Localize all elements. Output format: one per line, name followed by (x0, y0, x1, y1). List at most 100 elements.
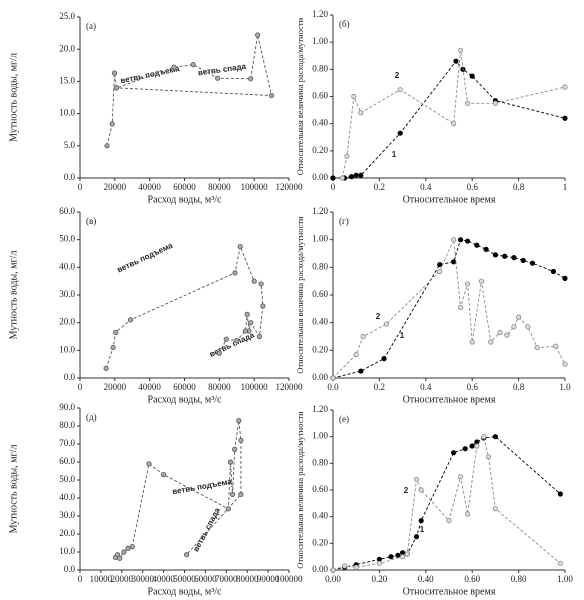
y-tick-label: 30.0 (59, 289, 75, 299)
data-point (227, 459, 234, 465)
y-tick-label: 90.0 (59, 402, 75, 412)
y-tick-label: 0.00 (312, 564, 328, 574)
data-point (214, 75, 221, 81)
series-line (332, 239, 566, 379)
y-tick-label: 1.20 (312, 9, 328, 19)
data-point (113, 329, 119, 335)
x-axis-title: Относительное время (403, 194, 496, 205)
data-point (457, 304, 464, 311)
annotation: ветвь подъема (116, 241, 175, 275)
y-tick-label: 0.80 (312, 63, 328, 73)
data-point (451, 450, 457, 456)
data-point (358, 172, 364, 178)
x-tick-label: 1 (563, 182, 568, 192)
y-axis-title: Относительная величина расхода/мутности (295, 216, 305, 374)
data-point (344, 153, 350, 159)
data-point (341, 563, 348, 569)
data-point (464, 100, 471, 106)
data-point (464, 238, 471, 244)
y-axis-title: Относительная величина расхода/мутности (295, 17, 305, 175)
data-point (462, 446, 468, 452)
data-point (260, 303, 266, 309)
panel-label: (а) (86, 21, 96, 31)
data-point (358, 368, 364, 374)
x-tick-label: 80000 (208, 182, 231, 192)
x-tick-label: 10000 (90, 574, 113, 584)
series-line (332, 436, 561, 571)
x-axis-title: Относительное время (403, 586, 496, 597)
x-tick-label: 0.6 (467, 382, 479, 392)
data-point (562, 275, 568, 281)
data-point (437, 268, 443, 275)
data-point (453, 58, 459, 64)
data-point (360, 333, 366, 340)
data-point (248, 76, 254, 82)
data-point (383, 321, 389, 327)
x-tick-label: 40000 (152, 574, 175, 584)
data-point (351, 93, 357, 100)
data-point (339, 175, 345, 181)
x-tick-label: 60000 (194, 574, 217, 584)
panel-label: (в) (86, 216, 96, 226)
data-point (255, 32, 261, 38)
data-point (111, 70, 118, 76)
y-tick-label: 0.80 (312, 261, 328, 271)
data-point (464, 511, 471, 517)
x-tick-label: 50000 (173, 574, 196, 584)
annotation: ветвь спада (208, 330, 256, 359)
x-tick-label: 0.4 (420, 382, 432, 392)
data-point (497, 329, 503, 335)
x-tick-label: 0.2 (374, 382, 385, 392)
data-point (399, 554, 406, 560)
data-point (236, 417, 242, 424)
y-tick-label: 0.60 (312, 91, 328, 101)
series-line (333, 60, 566, 179)
x-tick-label: 100000 (241, 382, 269, 392)
y-tick-label: 0.40 (312, 317, 328, 327)
series-label: 1 (392, 150, 397, 159)
data-point (237, 243, 243, 250)
data-point (418, 518, 424, 524)
data-point (502, 253, 508, 259)
y-axis-title: Мутность воды, мг/л (8, 251, 19, 340)
x-tick-label: 0 (78, 182, 83, 192)
x-tick-label: 0 (78, 382, 83, 392)
y-tick-label: 1.20 (312, 404, 328, 414)
data-point (121, 549, 127, 555)
data-point (348, 174, 355, 180)
data-point (125, 545, 131, 552)
y-tick-label: 1.00 (312, 234, 328, 244)
y-tick-label: 0.80 (312, 457, 328, 467)
y-tick-label: 0.20 (312, 145, 328, 155)
y-tick-label: 0.00 (312, 172, 328, 182)
data-point (562, 115, 568, 121)
data-point (258, 281, 264, 287)
series-line (332, 237, 566, 379)
data-point (483, 246, 489, 252)
data-point (457, 237, 464, 243)
x-tick-label: 20000 (111, 574, 134, 584)
data-point (225, 506, 231, 512)
data-point (511, 255, 517, 261)
series-line (115, 420, 242, 560)
x-tick-label: 0.6 (467, 182, 479, 192)
data-point (113, 85, 120, 91)
data-point (251, 278, 257, 284)
y-tick-label: 15.0 (59, 75, 75, 85)
series-label: 2 (404, 486, 409, 495)
x-tick-label: 20000 (104, 382, 127, 392)
x-tick-label: 0.40 (418, 574, 434, 584)
x-tick-label: 0.20 (372, 574, 388, 584)
data-point (232, 446, 238, 452)
data-point (451, 259, 457, 265)
x-tick-label: 100000 (241, 182, 269, 192)
y-tick-label: 60.0 (59, 206, 75, 216)
y-tick-label: 25.0 (59, 11, 75, 21)
y-axis-title: Относительная величина расхода/мутности (295, 411, 305, 569)
data-point (395, 552, 401, 558)
annotation: ветвь подъема (172, 477, 233, 496)
data-point (129, 543, 135, 550)
x-tick-label: 60000 (173, 382, 196, 392)
y-tick-label: 40.0 (59, 492, 75, 502)
panel-label: (г) (339, 216, 349, 226)
